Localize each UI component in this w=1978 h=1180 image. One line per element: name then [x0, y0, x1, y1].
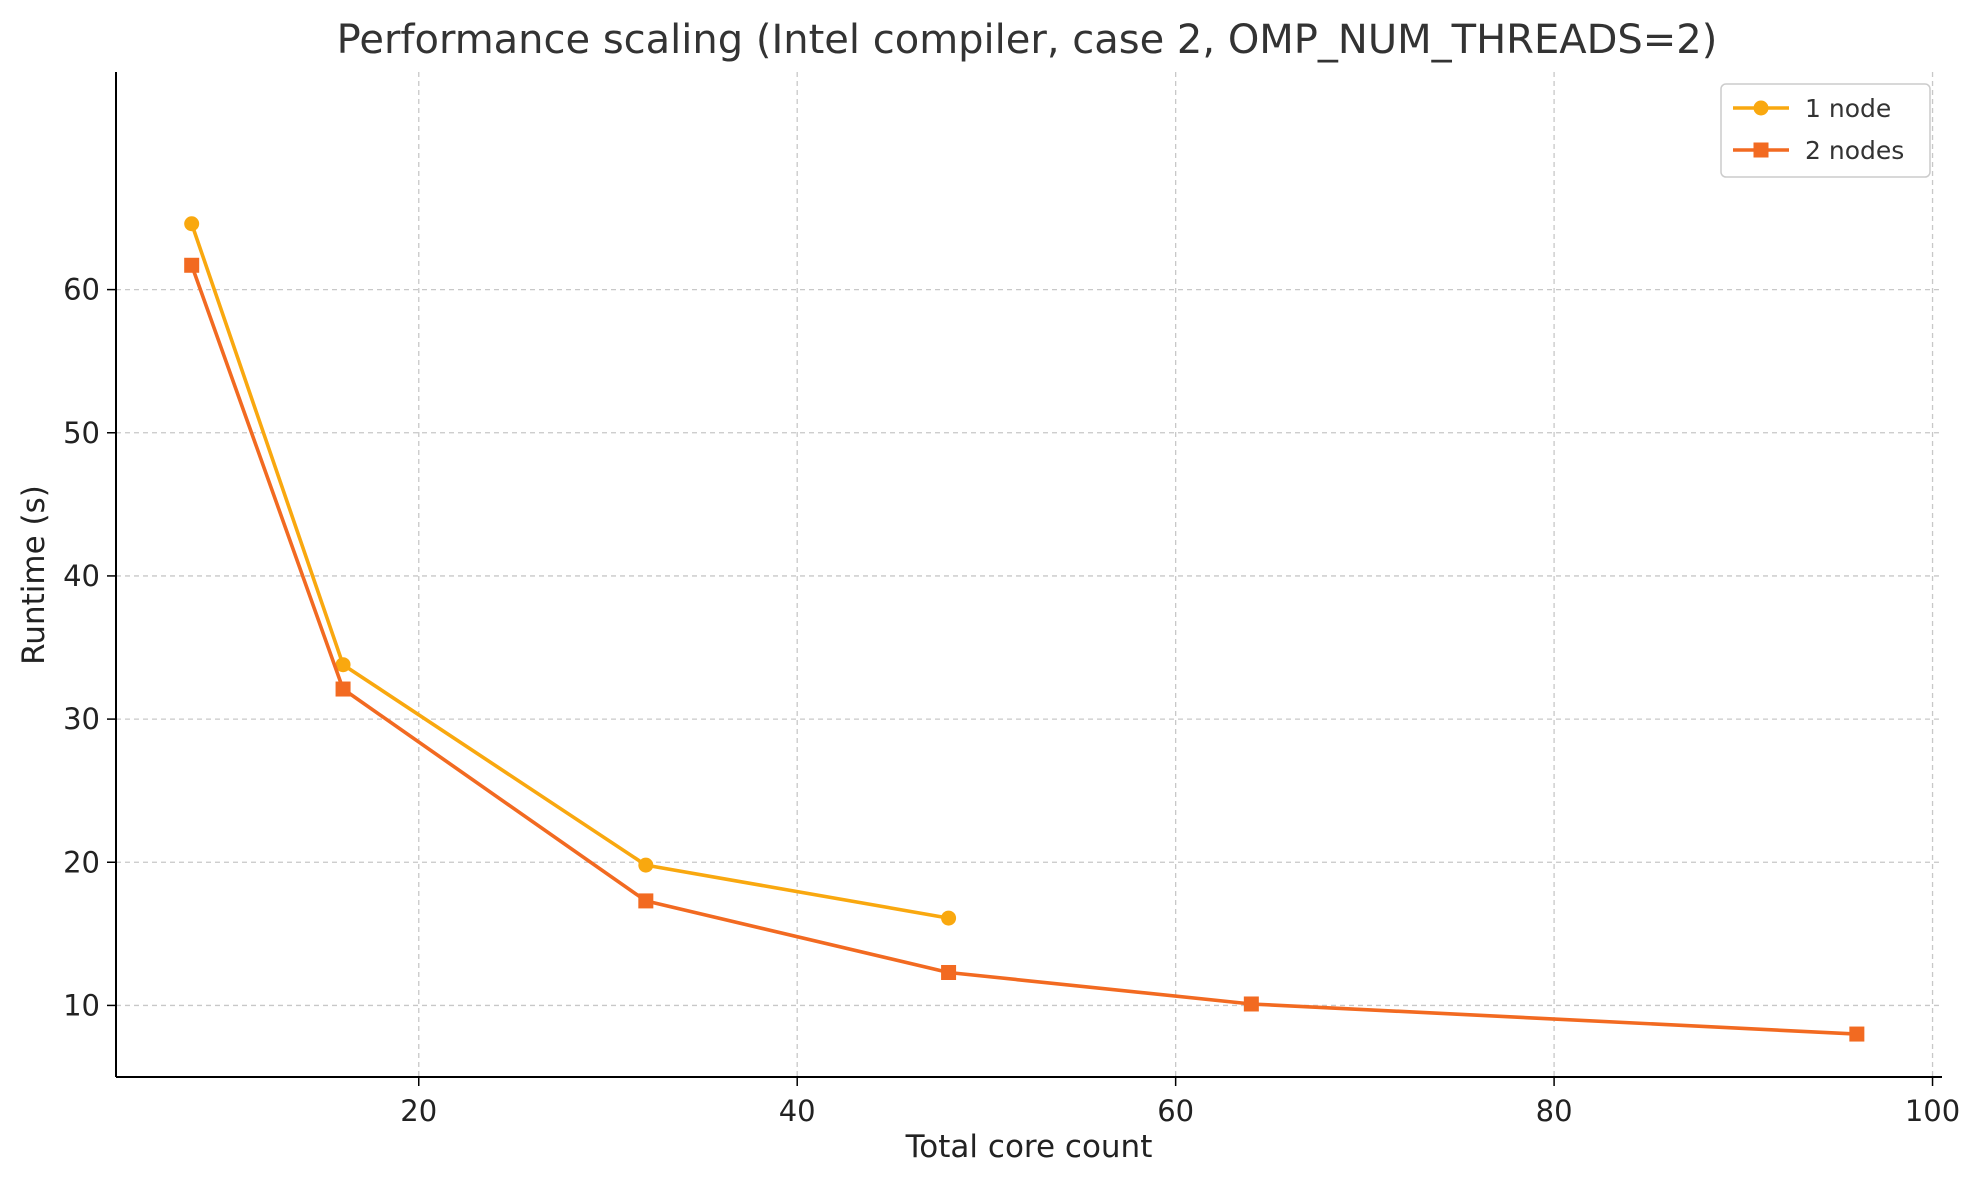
- y-tick-label: 10: [63, 988, 100, 1022]
- data-point-1-node: [335, 657, 351, 673]
- y-tick-label: 60: [63, 273, 100, 307]
- y-tick-label: 40: [63, 559, 100, 593]
- series-line-1-node: [189, 223, 949, 920]
- series-line-2-nodes: [189, 264, 1857, 1036]
- series-group: [184, 216, 1865, 1042]
- x-tick-label: 100: [1905, 1094, 1960, 1128]
- data-point-1-node: [941, 910, 957, 926]
- legend: 1 node 2 nodes: [1720, 83, 1931, 178]
- legend-label-2-nodes: 2 nodes: [1805, 136, 1904, 165]
- x-tick-label: 60: [1157, 1094, 1194, 1128]
- axes: [115, 72, 1942, 1078]
- legend-label-1-node: 1 node: [1805, 94, 1891, 123]
- data-point-2-nodes: [184, 257, 200, 273]
- axis-ticks: 20 40 60 80 100 10 20 30 40 50 60: [63, 273, 1960, 1128]
- x-tick-label: 20: [400, 1094, 437, 1128]
- x-tick-label: 40: [779, 1094, 816, 1128]
- data-point-1-node: [638, 857, 654, 873]
- legend-marker-1-node: [1753, 100, 1769, 116]
- data-point-1-node: [184, 216, 200, 232]
- legend-marker-2-nodes: [1753, 142, 1769, 158]
- y-tick-label: 30: [63, 702, 100, 736]
- data-point-2-nodes: [335, 681, 351, 697]
- data-point-2-nodes: [941, 964, 957, 980]
- y-tick-label: 20: [63, 845, 100, 879]
- x-tick-label: 80: [1536, 1094, 1573, 1128]
- x-axis-label: Total core count: [905, 1129, 1153, 1165]
- data-point-2-nodes: [638, 893, 654, 909]
- data-point-2-nodes: [1849, 1026, 1865, 1042]
- y-tick-label: 50: [63, 416, 100, 450]
- y-axis-label: Runtime (s): [16, 485, 52, 665]
- chart-title: Performance scaling (Intel compiler, cas…: [337, 17, 1718, 63]
- data-point-2-nodes: [1243, 996, 1259, 1012]
- grid-lines: [116, 72, 1942, 1077]
